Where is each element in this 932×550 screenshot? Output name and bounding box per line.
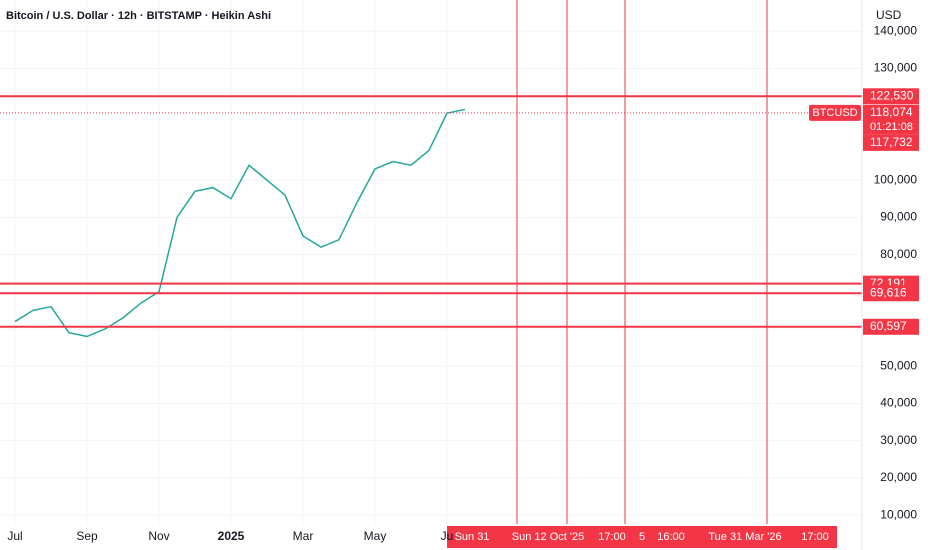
time-range-bar bbox=[447, 526, 837, 548]
countdown: 01:21:08 bbox=[870, 121, 913, 133]
plot bbox=[14, 108, 466, 338]
y-tick-label: 140,000 bbox=[874, 23, 918, 37]
y-tick-label: 20,000 bbox=[880, 470, 917, 484]
symbol-tag bbox=[809, 104, 861, 121]
other-price-label: 117,732 bbox=[870, 135, 913, 149]
grid bbox=[0, 0, 862, 524]
x-tick-label: Ju bbox=[441, 529, 454, 543]
last-price-label: 118,074 bbox=[870, 105, 913, 119]
time-label: 16:00 bbox=[657, 531, 685, 543]
level-label: 122,530 bbox=[870, 88, 914, 102]
price-line bbox=[14, 108, 466, 338]
other-price-tag bbox=[863, 134, 919, 151]
x-tick-label: Mar bbox=[293, 529, 314, 543]
x-tick-label: Jul bbox=[7, 529, 22, 543]
level-label: 69,616 bbox=[870, 285, 907, 299]
y-tick-label: 30,000 bbox=[880, 433, 917, 447]
y-tick-label: 40,000 bbox=[880, 396, 917, 410]
y-tick-label: 100,000 bbox=[874, 172, 918, 186]
level-tag bbox=[863, 285, 919, 302]
time-label: 17:00 bbox=[801, 531, 829, 543]
y-tick-label: 130,000 bbox=[874, 61, 918, 75]
overlay bbox=[0, 95, 862, 328]
currency: USD bbox=[876, 8, 902, 22]
x-tick-label: 2025 bbox=[218, 529, 245, 543]
time-label: Sun 12 Oct '25 bbox=[512, 531, 584, 543]
time-label: Tue 31 Mar '26 bbox=[708, 531, 781, 543]
x-tick-label: Sep bbox=[76, 529, 98, 543]
last-price-tag bbox=[863, 104, 919, 135]
time-label: 17:00 bbox=[598, 531, 626, 543]
x-tick-label: May bbox=[364, 529, 387, 543]
y-tick-label: 90,000 bbox=[880, 210, 917, 224]
y-tick-label: 50,000 bbox=[880, 358, 917, 372]
y-tick-label: 80,000 bbox=[880, 247, 917, 261]
time-label: 5 bbox=[639, 531, 645, 543]
level-label: 60,597 bbox=[870, 319, 907, 333]
symbol-label: BTCUSD bbox=[812, 107, 857, 119]
level-tag bbox=[863, 318, 919, 335]
time-label: Sun 31 bbox=[455, 531, 490, 543]
x-tick-label: Nov bbox=[148, 529, 169, 543]
chart-title: Bitcoin / U.S. Dollar · 12h · BITSTAMP ·… bbox=[6, 10, 271, 22]
level-tag bbox=[863, 88, 919, 105]
y-tick-label: 10,000 bbox=[880, 507, 917, 521]
